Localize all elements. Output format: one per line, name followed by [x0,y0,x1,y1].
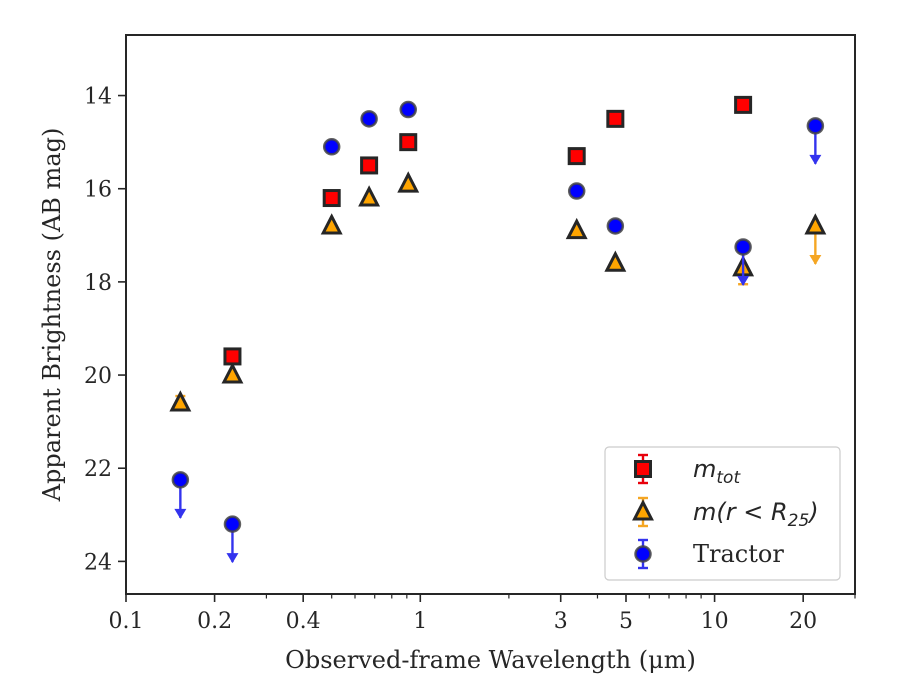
x-tick-label: 20 [789,609,817,634]
legend-label: m(r < R25) [693,498,819,531]
legend-label-sub: 25 [788,511,810,531]
data-point [221,362,244,384]
data-point [397,171,420,193]
y-tick-label: 22 [84,457,112,482]
marker-circle [734,238,752,256]
marker-triangle [169,390,192,412]
plot-area [169,95,827,564]
x-tick-label: 1 [413,609,427,634]
data-point [806,117,825,165]
x-axis-label: Observed-frame Wavelength (μm) [285,646,696,674]
marker-triangle [604,250,627,272]
upper-limit-head [809,254,822,265]
data-point [360,110,378,128]
data-point [171,471,190,519]
marker-square [567,147,586,166]
legend-entry: Tractor [634,538,784,570]
marker-circle [399,100,417,119]
upper-limit-head [226,553,239,564]
upper-limit-head [809,154,822,165]
axes-box [125,34,856,595]
legend-marker-circle [634,545,652,563]
legend-marker-square [634,460,652,478]
y-tick-label: 16 [84,178,112,203]
marker-triangle [320,213,343,235]
y-tick-label: 24 [84,550,112,575]
legend-entry: m(r < R25) [632,496,819,531]
y-tick-label: 14 [84,85,112,110]
marker-square [399,133,418,152]
y-tick-label: 20 [84,364,112,389]
marker-circle [806,117,825,135]
marker-square [223,347,242,366]
data-point [320,213,343,235]
marker-triangle [358,185,381,207]
upper-limit-head [174,508,187,519]
data-point [399,100,417,119]
marker-triangle [397,171,420,193]
data-point [360,156,379,175]
legend-entry: mtot [634,453,741,488]
marker-circle [171,471,190,489]
legend-label: mtot [693,455,741,488]
legend-label-main: m [693,455,716,483]
series-circle [171,100,825,564]
marker-circle [322,138,341,156]
marker-circle [606,217,625,235]
x-tick-label: 0.4 [286,609,321,634]
marker-triangle [221,362,244,384]
marker-square [734,95,753,114]
axes-frame [125,34,856,595]
data-point [604,250,627,272]
data-point [734,238,752,286]
legend-label-tail: ) [807,498,818,526]
data-point [399,133,418,152]
series-triangle [169,171,827,412]
data-point [804,213,827,265]
legend-label-sub: tot [716,468,741,488]
upper-limit-head [737,275,750,286]
data-point [567,147,586,166]
marker-circle [223,515,242,533]
data-point [322,138,341,156]
marker-square [322,189,341,208]
y-tick-label: 18 [84,271,112,296]
data-point [734,95,753,114]
data-point [565,217,588,240]
series-square [223,95,753,366]
x-tick-label: 0.2 [197,609,232,634]
x-tick-label: 10 [701,609,729,634]
x-tick-label: 5 [619,609,633,634]
data-point [358,185,381,207]
data-point [223,515,242,564]
marker-circle [360,110,378,128]
marker-square [360,156,379,175]
axis-ticks: 0.1 0.2 0.4 1 3 5 10 20 14 16 18 20 22 24 [84,85,856,634]
x-tick-label: 0.1 [109,609,144,634]
legend: mtot m(r < R25) Tractor [604,446,841,581]
data-point [606,217,625,235]
marker-square [606,109,625,128]
marker-triangle [804,213,827,235]
legend-box [604,446,841,581]
data-point [169,390,192,412]
legend-marker-triangle [632,499,654,521]
marker-circle [567,182,586,200]
data-point [606,109,625,128]
marker-triangle [565,217,588,240]
data-point [322,189,341,208]
data-point [223,347,242,366]
legend-label-main: m(r < R [693,498,788,526]
x-tick-label: 3 [554,609,568,634]
y-axis-label: Apparent Brightness (AB mag) [38,128,66,503]
data-point [567,182,586,200]
legend-label: Tractor [693,540,784,568]
